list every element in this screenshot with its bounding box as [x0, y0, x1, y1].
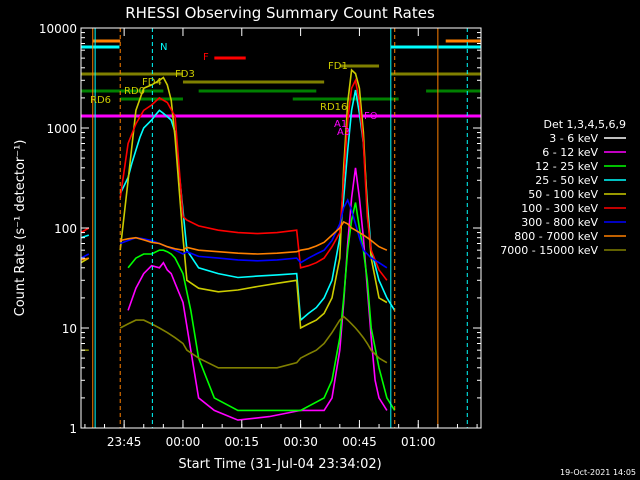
y-tick-label: 10000	[39, 22, 77, 36]
annotation-label: RD0	[124, 86, 145, 97]
x-axis-label: Start Time (31-Jul-04 23:34:02)	[178, 457, 381, 472]
x-tick-label: 00:30	[283, 435, 318, 449]
legend-label: 100 - 300 keV	[521, 202, 598, 215]
legend-label: 6 - 12 keV	[542, 146, 598, 159]
y-axis-label: Count Rate (s⁻¹ detector⁻¹)	[13, 140, 28, 317]
series-line-7	[80, 220, 388, 261]
series-line-5	[80, 77, 388, 281]
y-tick-label: 100	[54, 222, 77, 236]
annotation-label: A3	[337, 127, 350, 138]
x-tick-label: 00:45	[342, 435, 377, 449]
annotation-label: F	[203, 52, 209, 63]
legend-label: 50 - 100 keV	[528, 188, 598, 201]
annotation-label: RD16	[320, 102, 347, 113]
x-tick-label: 01:00	[401, 435, 436, 449]
y-tick-label: 1	[69, 422, 77, 436]
legend-label: 300 - 800 keV	[521, 216, 598, 229]
annotation-label: A1	[334, 119, 347, 130]
annotation-label: N	[160, 42, 167, 53]
chart-title: RHESSI Observing Summary Count Rates	[125, 4, 435, 22]
legend-label: 800 - 7000 keV	[514, 230, 598, 243]
legend-label: 12 - 25 keV	[535, 160, 598, 173]
x-axis-ticks: 23:45 00:00 00:15 00:30 00:45 01:00	[84, 28, 478, 449]
annotation-label: FD1	[328, 61, 348, 72]
x-tick-label: 00:00	[166, 435, 201, 449]
legend-title: Det 1,3,4,5,6,9	[543, 118, 626, 131]
annotation-label: FO	[364, 111, 378, 122]
y-tick-label: 1000	[46, 122, 77, 136]
series-line-2	[127, 202, 396, 412]
annotation-label: FD3	[175, 69, 195, 80]
annotation-label: FD4	[142, 77, 162, 88]
y-axis-ticks: 1 10 100 1000 10000	[39, 22, 481, 436]
x-tick-label: 00:15	[224, 435, 259, 449]
footer-date: 19-Oct-2021 14:05	[560, 468, 636, 477]
y-tick-label: 10	[62, 322, 77, 336]
legend-label: 3 - 6 keV	[549, 132, 598, 145]
series-layer	[80, 68, 396, 429]
annotation-label: RD6	[90, 95, 111, 106]
x-tick-label: 23:45	[107, 435, 142, 449]
series-line-1	[127, 167, 388, 421]
legend-label: 25 - 50 keV	[535, 174, 598, 187]
vertical-markers-layer	[92, 28, 468, 428]
legend-label: 7000 - 15000 keV	[500, 244, 598, 257]
